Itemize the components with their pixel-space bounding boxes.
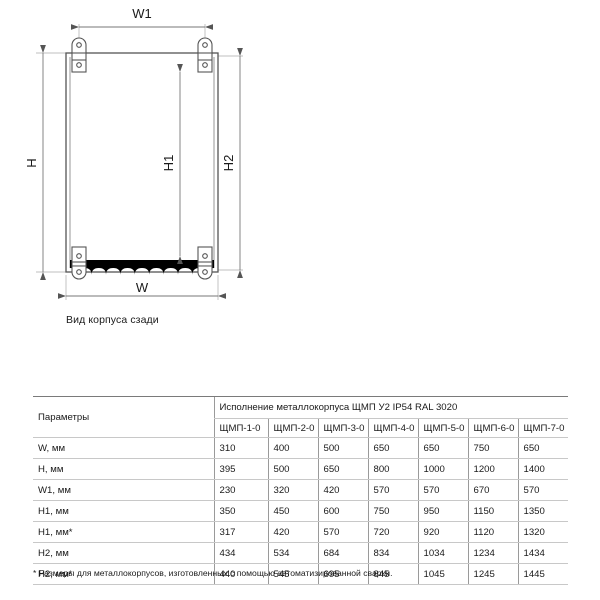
cell-value: 320 bbox=[267, 479, 318, 501]
mounting-bracket-top-left bbox=[71, 37, 87, 73]
cell-value: 1150 bbox=[467, 500, 518, 522]
table-body: Параметры Исполнение металлокорпуса ЩМП … bbox=[33, 396, 569, 585]
row-parameter: H, мм bbox=[33, 458, 214, 480]
header-model-4: ЩМП-4-0 bbox=[367, 418, 418, 438]
mounting-bracket-bottom-right bbox=[197, 246, 213, 280]
cell-value: 834 bbox=[367, 542, 418, 564]
cell-value: 500 bbox=[317, 437, 368, 459]
dimension-lines bbox=[40, 24, 243, 299]
cell-value: 750 bbox=[367, 500, 418, 522]
cell-value: 434 bbox=[213, 542, 268, 564]
cell-value: 845 bbox=[367, 563, 418, 585]
specification-table: Параметры Исполнение металлокорпуса ЩМП … bbox=[33, 396, 569, 585]
cell-value: 600 bbox=[317, 500, 368, 522]
header-model-2: ЩМП-2-0 bbox=[267, 418, 318, 438]
header-model-5: ЩМП-5-0 bbox=[417, 418, 468, 438]
cell-value: 570 bbox=[517, 479, 569, 501]
cell-value: 950 bbox=[417, 500, 468, 522]
table-row: H1, мм* 317 420 570 720 920 1120 1320 bbox=[33, 521, 569, 543]
row-parameter: H1, мм* bbox=[33, 521, 214, 543]
row-parameter: W, мм bbox=[33, 437, 214, 459]
cell-value: 317 bbox=[213, 521, 268, 543]
header-model-1: ЩМП-1-0 bbox=[213, 418, 268, 438]
header-model-3: ЩМП-3-0 bbox=[317, 418, 368, 438]
cell-value: 650 bbox=[317, 458, 368, 480]
cabinet-outline bbox=[65, 52, 219, 273]
dimension-label-h1: H1 bbox=[161, 155, 176, 172]
cell-value: 1245 bbox=[467, 563, 518, 585]
row-parameter: H1, мм bbox=[33, 500, 214, 522]
cell-value: 310 bbox=[213, 437, 268, 459]
cell-value: 230 bbox=[213, 479, 268, 501]
cell-value: 1434 bbox=[517, 542, 569, 564]
cell-value: 800 bbox=[367, 458, 418, 480]
table-row: H1, мм 350 450 600 750 950 1150 1350 bbox=[33, 500, 569, 522]
technical-drawing: W1 W H H2 H1 Вид корпуса сзади bbox=[24, 6, 243, 326]
cell-value: 695 bbox=[317, 563, 368, 585]
cell-value: 350 bbox=[213, 500, 268, 522]
row-parameter: W1, мм bbox=[33, 479, 214, 501]
cell-value: 570 bbox=[367, 479, 418, 501]
cell-value: 395 bbox=[213, 458, 268, 480]
cell-value: 650 bbox=[517, 437, 569, 459]
table-row: H2, мм* 440 545 695 845 1045 1245 1445 bbox=[33, 563, 569, 585]
table-row: H, мм 395 500 650 800 1000 1200 1400 bbox=[33, 458, 569, 480]
cell-value: 684 bbox=[317, 542, 368, 564]
dimension-label-w1: W1 bbox=[132, 6, 152, 21]
cell-value: 440 bbox=[213, 563, 268, 585]
dimension-label-w: W bbox=[136, 280, 149, 295]
cell-value: 1234 bbox=[467, 542, 518, 564]
cell-value: 750 bbox=[467, 437, 518, 459]
cell-value: 420 bbox=[267, 521, 318, 543]
cell-value: 1350 bbox=[517, 500, 569, 522]
cell-value: 720 bbox=[367, 521, 418, 543]
header-parameters: Параметры bbox=[33, 396, 214, 438]
cell-value: 420 bbox=[317, 479, 368, 501]
cell-value: 400 bbox=[267, 437, 318, 459]
row-parameter: H2, мм* bbox=[33, 563, 214, 585]
cell-value: 500 bbox=[267, 458, 318, 480]
mounting-bracket-top-right bbox=[197, 37, 213, 73]
table-row: W1, мм 230 320 420 570 570 670 570 bbox=[33, 479, 569, 501]
dimension-label-h2: H2 bbox=[221, 155, 236, 172]
cell-value: 570 bbox=[317, 521, 368, 543]
cell-value: 650 bbox=[417, 437, 468, 459]
table-row: H2, мм 434 534 684 834 1034 1234 1434 bbox=[33, 542, 569, 564]
cell-value: 450 bbox=[267, 500, 318, 522]
cell-value: 1320 bbox=[517, 521, 569, 543]
header-group-title: Исполнение металлокорпуса ЩМП У2 IP54 RA… bbox=[213, 396, 569, 419]
row-parameter: H2, мм bbox=[33, 542, 214, 564]
table-header-row-group: Параметры Исполнение металлокорпуса ЩМП … bbox=[33, 396, 569, 438]
cell-value: 920 bbox=[417, 521, 468, 543]
cell-value: 545 bbox=[267, 563, 318, 585]
table-footnote: * Размеры для металлокорпусов, изготовле… bbox=[33, 568, 393, 578]
cabinet-fold-lines bbox=[69, 57, 215, 268]
cell-value: 534 bbox=[267, 542, 318, 564]
cell-value: 1034 bbox=[417, 542, 468, 564]
header-model-6: ЩМП-6-0 bbox=[467, 418, 518, 438]
table-row: W, мм 310 400 500 650 650 750 650 bbox=[33, 437, 569, 459]
cell-value: 1000 bbox=[417, 458, 468, 480]
cell-value: 1120 bbox=[467, 521, 518, 543]
specification-table-wrapper: Параметры Исполнение металлокорпуса ЩМП … bbox=[33, 396, 569, 585]
dimension-label-h: H bbox=[24, 158, 39, 167]
header-model-7: ЩМП-7-0 bbox=[517, 418, 569, 438]
mounting-bracket-bottom-left bbox=[71, 246, 87, 280]
cell-value: 570 bbox=[417, 479, 468, 501]
cell-value: 1445 bbox=[517, 563, 569, 585]
cell-value: 1045 bbox=[417, 563, 468, 585]
cell-value: 650 bbox=[367, 437, 418, 459]
cell-value: 1400 bbox=[517, 458, 569, 480]
cell-value: 670 bbox=[467, 479, 518, 501]
table-header-row-models: ЩМП-1-0 ЩМП-2-0 ЩМП-3-0 ЩМП-4-0 ЩМП-5-0 … bbox=[33, 418, 569, 438]
drawing-caption: Вид корпуса сзади bbox=[66, 314, 159, 326]
cell-value: 1200 bbox=[467, 458, 518, 480]
